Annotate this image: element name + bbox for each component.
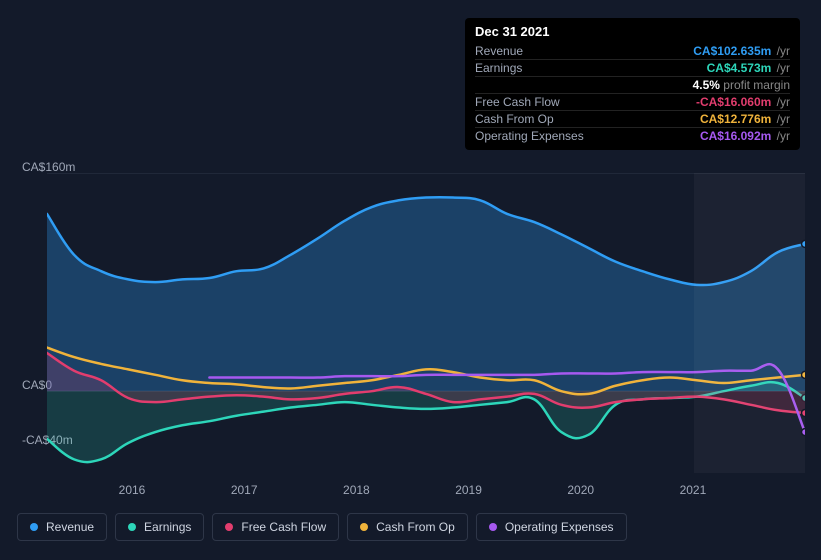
tooltip-row: Free Cash Flow -CA$16.060m /yr bbox=[475, 93, 790, 110]
profit-margin-text: profit margin bbox=[723, 78, 790, 92]
legend-label: Earnings bbox=[144, 520, 191, 534]
tooltip-row: Earnings CA$4.573m /yr bbox=[475, 59, 790, 76]
tooltip-label: Earnings bbox=[475, 61, 522, 75]
tooltip-date: Dec 31 2021 bbox=[475, 24, 790, 39]
legend-label: Cash From Op bbox=[376, 520, 455, 534]
tooltip-unit: /yr bbox=[773, 44, 790, 58]
legend-item-fcf[interactable]: Free Cash Flow bbox=[212, 513, 339, 541]
series-area-revenue bbox=[47, 197, 805, 391]
legend-item-earnings[interactable]: Earnings bbox=[115, 513, 204, 541]
x-axis-label: 2018 bbox=[343, 483, 370, 497]
tooltip-row: Operating Expenses CA$16.092m /yr bbox=[475, 127, 790, 144]
x-axis-label: 2021 bbox=[680, 483, 707, 497]
y-axis-label: CA$160m bbox=[22, 160, 75, 174]
x-axis-label: 2016 bbox=[119, 483, 146, 497]
tooltip-unit: /yr bbox=[773, 95, 790, 109]
legend-label: Revenue bbox=[46, 520, 94, 534]
chart-tooltip: Dec 31 2021 Revenue CA$102.635m /yrEarni… bbox=[465, 18, 800, 150]
legend-dot-icon bbox=[360, 523, 368, 531]
legend-dot-icon bbox=[489, 523, 497, 531]
x-axis-label: 2019 bbox=[455, 483, 482, 497]
x-axis-label: 2020 bbox=[567, 483, 594, 497]
chart-plot bbox=[47, 173, 805, 473]
tooltip-value: CA$4.573m bbox=[707, 61, 772, 75]
chart-legend: Revenue Earnings Free Cash Flow Cash From O… bbox=[17, 513, 627, 541]
tooltip-value: CA$16.092m bbox=[700, 129, 771, 143]
tooltip-unit: /yr bbox=[773, 61, 790, 75]
tooltip-unit: /yr bbox=[773, 112, 790, 126]
tooltip-row: Cash From Op CA$12.776m /yr bbox=[475, 110, 790, 127]
tooltip-row: Revenue CA$102.635m /yr bbox=[475, 43, 790, 59]
tooltip-label: Free Cash Flow bbox=[475, 95, 560, 109]
legend-item-revenue[interactable]: Revenue bbox=[17, 513, 107, 541]
tooltip-label: Operating Expenses bbox=[475, 129, 584, 143]
forecast-band bbox=[694, 173, 805, 473]
tooltip-label: Revenue bbox=[475, 44, 523, 58]
legend-item-cfo[interactable]: Cash From Op bbox=[347, 513, 468, 541]
tooltip-value: -CA$16.060m bbox=[696, 95, 771, 109]
legend-dot-icon bbox=[225, 523, 233, 531]
tooltip-value: CA$102.635m bbox=[693, 44, 771, 58]
tooltip-unit: /yr bbox=[773, 129, 790, 143]
legend-dot-icon bbox=[30, 523, 38, 531]
legend-dot-icon bbox=[128, 523, 136, 531]
legend-label: Operating Expenses bbox=[505, 520, 614, 534]
x-axis-label: 2017 bbox=[231, 483, 258, 497]
profit-margin-value: 4.5% bbox=[693, 78, 720, 92]
tooltip-value: CA$12.776m bbox=[700, 112, 771, 126]
legend-label: Free Cash Flow bbox=[241, 520, 326, 534]
legend-item-opexp[interactable]: Operating Expenses bbox=[476, 513, 627, 541]
tooltip-subrow: 4.5% profit margin bbox=[475, 76, 790, 93]
tooltip-label: Cash From Op bbox=[475, 112, 554, 126]
